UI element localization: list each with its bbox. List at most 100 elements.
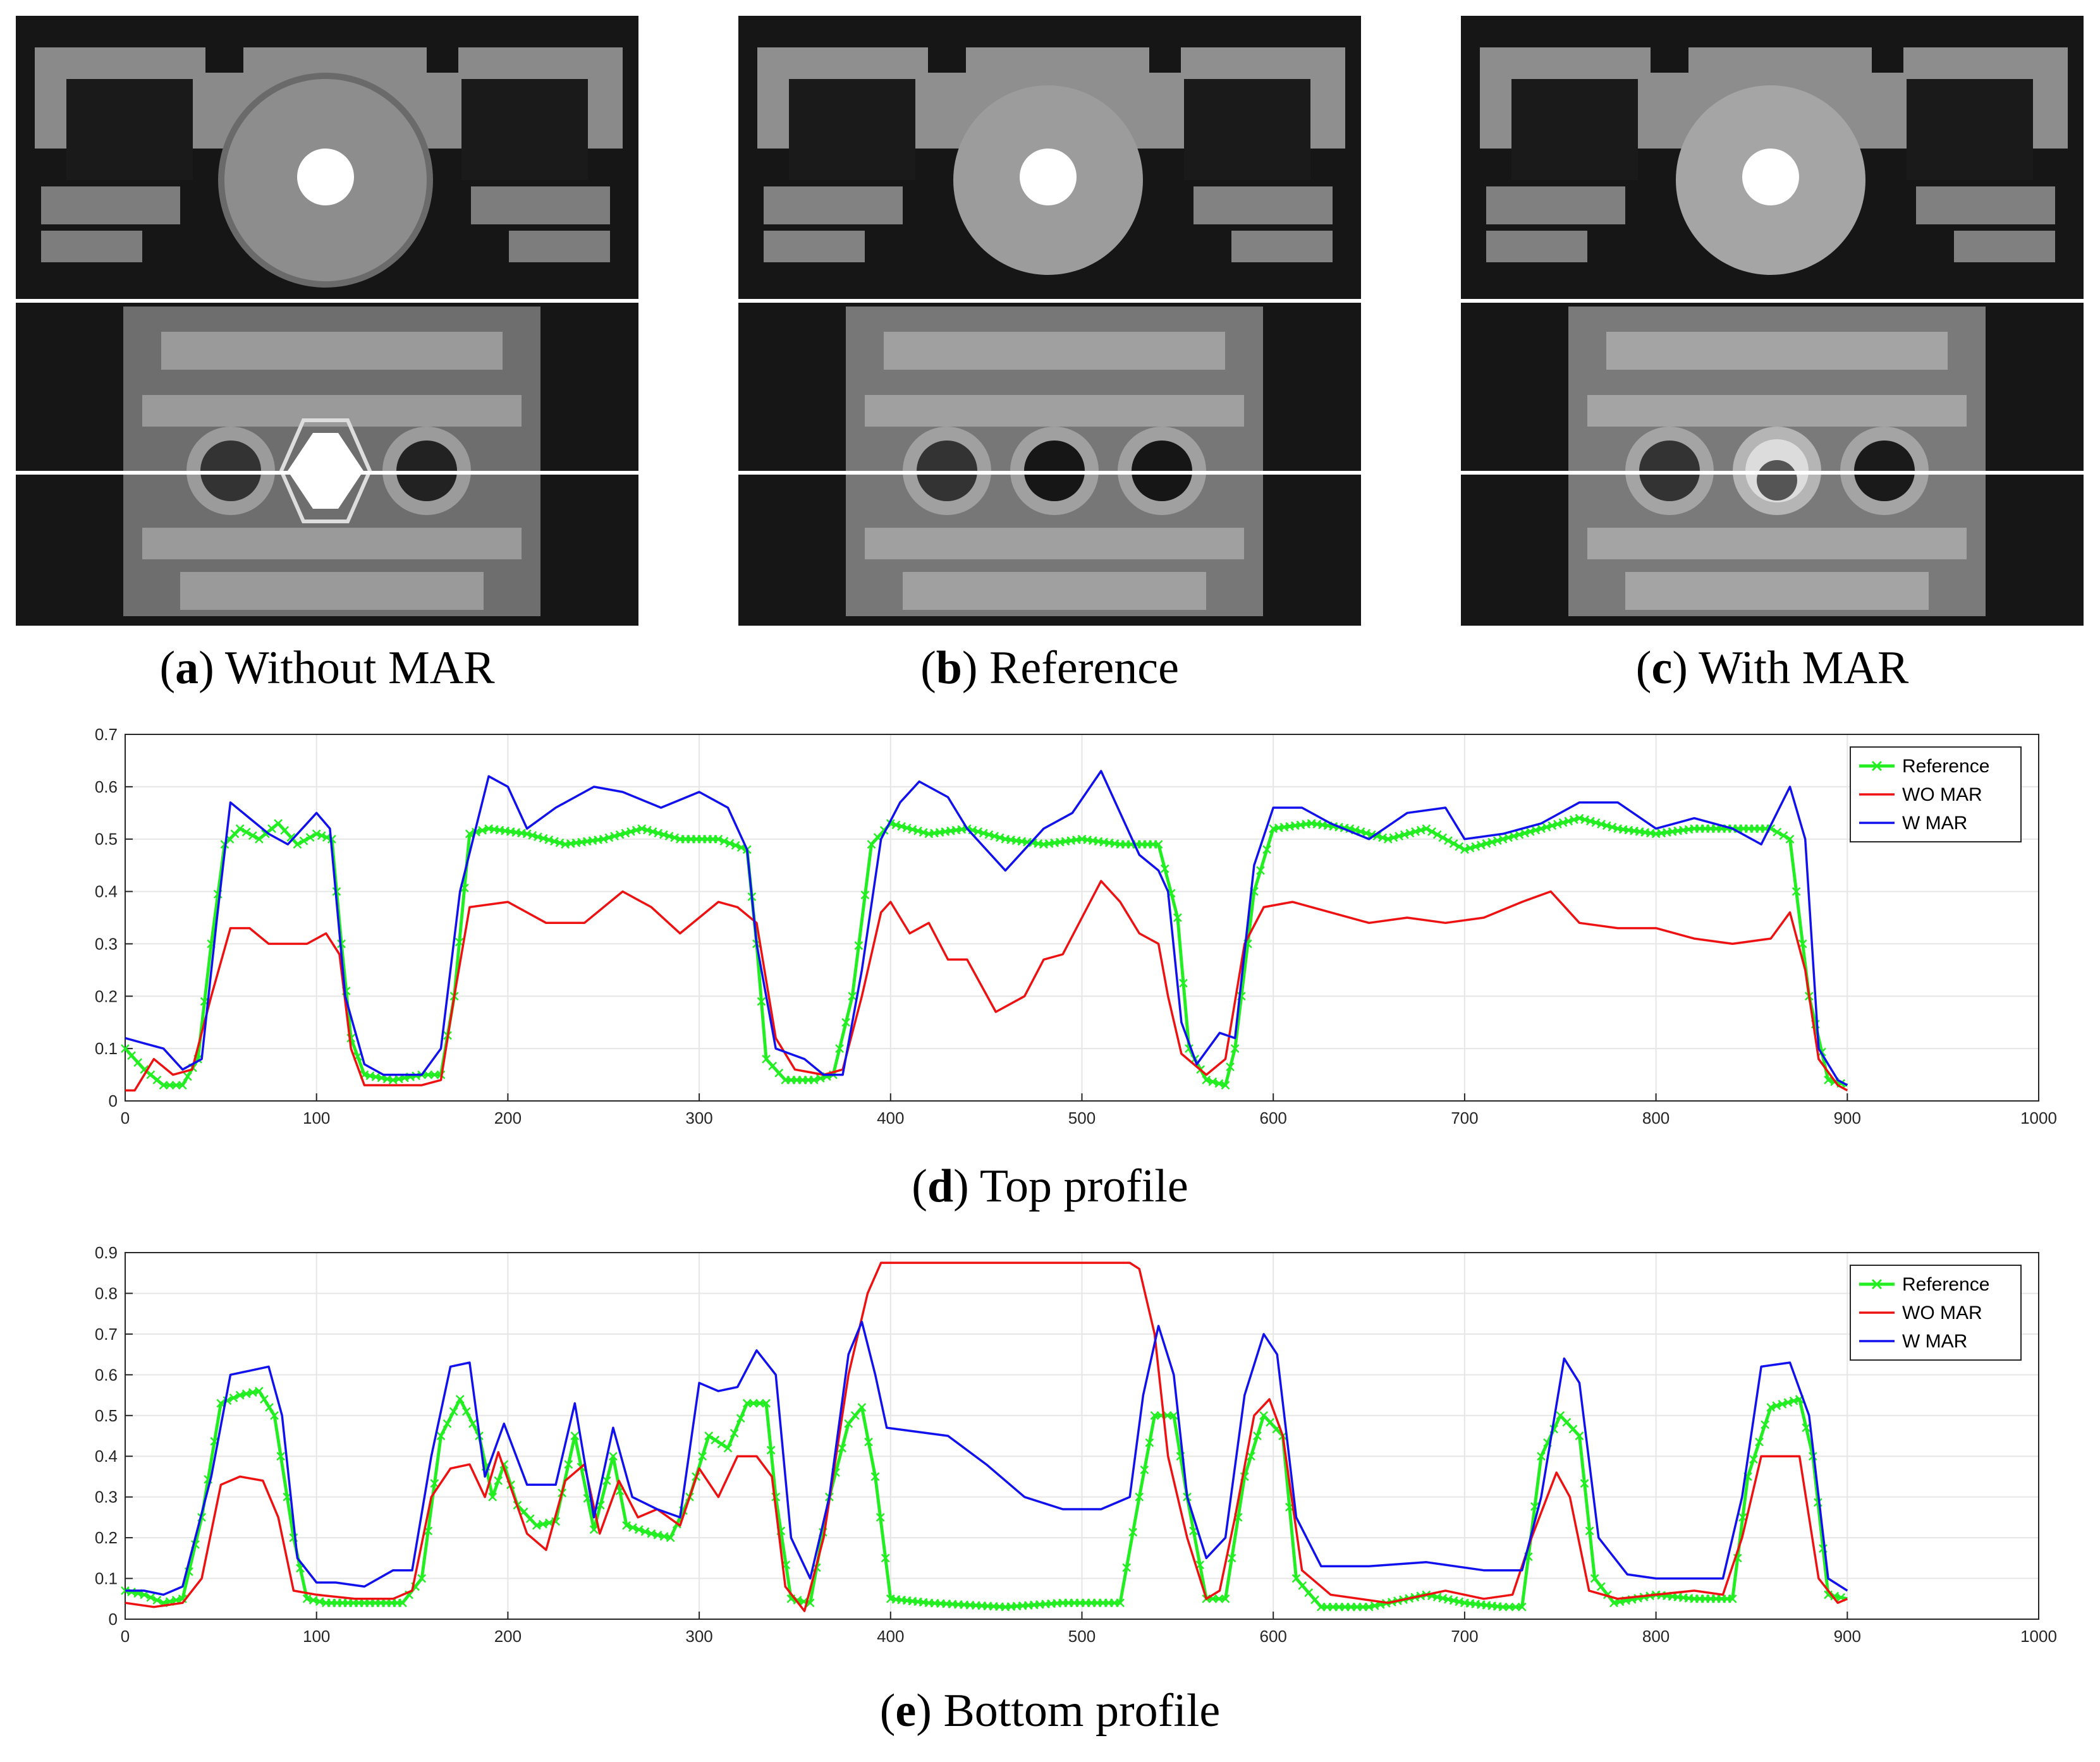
reference-marker: [270, 1411, 279, 1420]
reference-marker: [766, 1445, 776, 1455]
x-tick-label: 400: [877, 1109, 904, 1127]
reference-marker: [1830, 1591, 1840, 1601]
reference-marker: [725, 839, 735, 848]
reference-marker: [1432, 830, 1442, 839]
reference-marker: [229, 1393, 238, 1402]
reference-marker: [844, 1419, 853, 1428]
reference-marker: [1230, 1044, 1240, 1054]
series-line-w-mar: [125, 770, 1848, 1086]
reference-marker: [717, 1440, 726, 1449]
reference-marker: [1511, 1602, 1520, 1612]
x-tick-label: 800: [1642, 1109, 1670, 1127]
reference-marker: [1140, 1465, 1149, 1474]
reference-marker: [1291, 1574, 1301, 1583]
reference-marker: [1266, 1418, 1275, 1427]
reference-marker: [1422, 824, 1431, 834]
reference-marker: [1169, 1411, 1178, 1420]
caption-d: (d) Top profile: [912, 1160, 1188, 1212]
reference-marker: [1150, 1411, 1159, 1420]
x-tick-label: 500: [1068, 1627, 1096, 1646]
reference-marker: [127, 1588, 136, 1596]
reference-marker: [461, 1407, 471, 1416]
reference-marker: [1444, 836, 1453, 845]
caption-b-letter: b: [936, 642, 962, 694]
bottom-profile-svg: 0 0.1 0.2 0.3 0.4 0.5 0.6 0.7 0.8 0.9 0 100 200 300 40…: [95, 1243, 2057, 1646]
y-tick-label: 0.3: [95, 934, 118, 953]
reference-marker: [1449, 839, 1458, 848]
reference-marker: [640, 1527, 650, 1536]
legend-label: WO MAR: [1902, 784, 1982, 805]
reference-marker: [183, 1072, 192, 1081]
reference-marker: [133, 1058, 143, 1067]
reference-marker: [719, 837, 729, 846]
caption-b: (b) Reference: [920, 642, 1179, 694]
y-tick-label: 0: [109, 1610, 118, 1629]
y-tick-label: 0.1: [95, 1569, 118, 1588]
reference-marker: [857, 1403, 867, 1412]
ct-image-reference: [738, 16, 1361, 626]
caption-a-letter: a: [175, 642, 199, 694]
reference-marker: [1173, 913, 1182, 922]
caption-c: (c) With MAR: [1635, 642, 1909, 694]
caption-a-label: Without MAR: [224, 642, 495, 694]
reference-marker: [1755, 1437, 1764, 1447]
reference-marker: [848, 992, 857, 1001]
reference-marker: [1596, 1582, 1606, 1591]
reference-marker: [1160, 864, 1169, 873]
reference-marker: [1221, 1594, 1230, 1603]
y-tick-label: 0.7: [95, 725, 118, 744]
caption-e: (e) Bottom profile: [879, 1685, 1221, 1737]
reference-marker: [465, 829, 474, 839]
caption-b-label: Reference: [989, 642, 1179, 694]
reference-marker: [1779, 831, 1788, 841]
reference-marker: [241, 1389, 251, 1399]
reference-marker: [1128, 1528, 1138, 1537]
reference-marker: [602, 1476, 611, 1485]
reference-marker: [443, 1419, 452, 1428]
reference-marker: [860, 890, 870, 899]
reference-marker: [312, 829, 321, 839]
reference-marker: [430, 1479, 439, 1488]
reference-marker: [478, 826, 487, 835]
y-tick-label: 0.1: [95, 1039, 118, 1058]
reference-marker: [748, 1399, 758, 1408]
reference-marker: [1824, 1075, 1833, 1085]
reference-marker: [704, 1431, 714, 1440]
reference-marker: [1256, 866, 1265, 875]
reference-marker: [876, 1513, 885, 1522]
reference-marker: [589, 1525, 599, 1534]
reference-marker: [276, 1452, 286, 1461]
reference-marker: [870, 1472, 880, 1481]
reference-marker: [430, 1070, 439, 1079]
reference-marker: [757, 997, 766, 1006]
x-tick-label: 0: [121, 1109, 130, 1127]
y-tick-label: 0.4: [95, 882, 118, 901]
reference-marker: [1537, 1452, 1546, 1461]
reference-marker: [647, 1529, 656, 1538]
legend-marker: [1871, 1279, 1883, 1290]
reference-marker: [235, 824, 245, 834]
reference-marker: [1145, 1438, 1154, 1447]
reference-marker: [159, 1081, 168, 1090]
reference-marker: [736, 1414, 745, 1423]
reference-marker: [867, 840, 876, 849]
reference-marker: [762, 1399, 771, 1408]
series-line-wo-mar: [125, 1261, 1848, 1612]
legend-label: Reference: [1902, 1274, 1989, 1295]
reference-marker: [835, 1044, 844, 1054]
legend-marker: [1871, 760, 1883, 772]
reference-marker: [260, 1395, 269, 1404]
reference-marker: [841, 1018, 851, 1027]
reference-marker: [1749, 1455, 1758, 1464]
legend: Reference WO MAR W MAR: [1850, 1265, 2022, 1361]
series-line-wo-mar: [125, 880, 1848, 1092]
x-tick-label: 700: [1451, 1627, 1478, 1646]
reference-marker: [165, 1081, 174, 1090]
reference-marker: [455, 937, 464, 947]
x-tick-label: 500: [1068, 1109, 1096, 1127]
x-tick-label: 600: [1260, 1109, 1287, 1127]
reference-marker: [1226, 1062, 1235, 1072]
reference-marker: [322, 833, 331, 842]
reference-marker: [1498, 1602, 1508, 1612]
reference-marker: [455, 1395, 465, 1404]
